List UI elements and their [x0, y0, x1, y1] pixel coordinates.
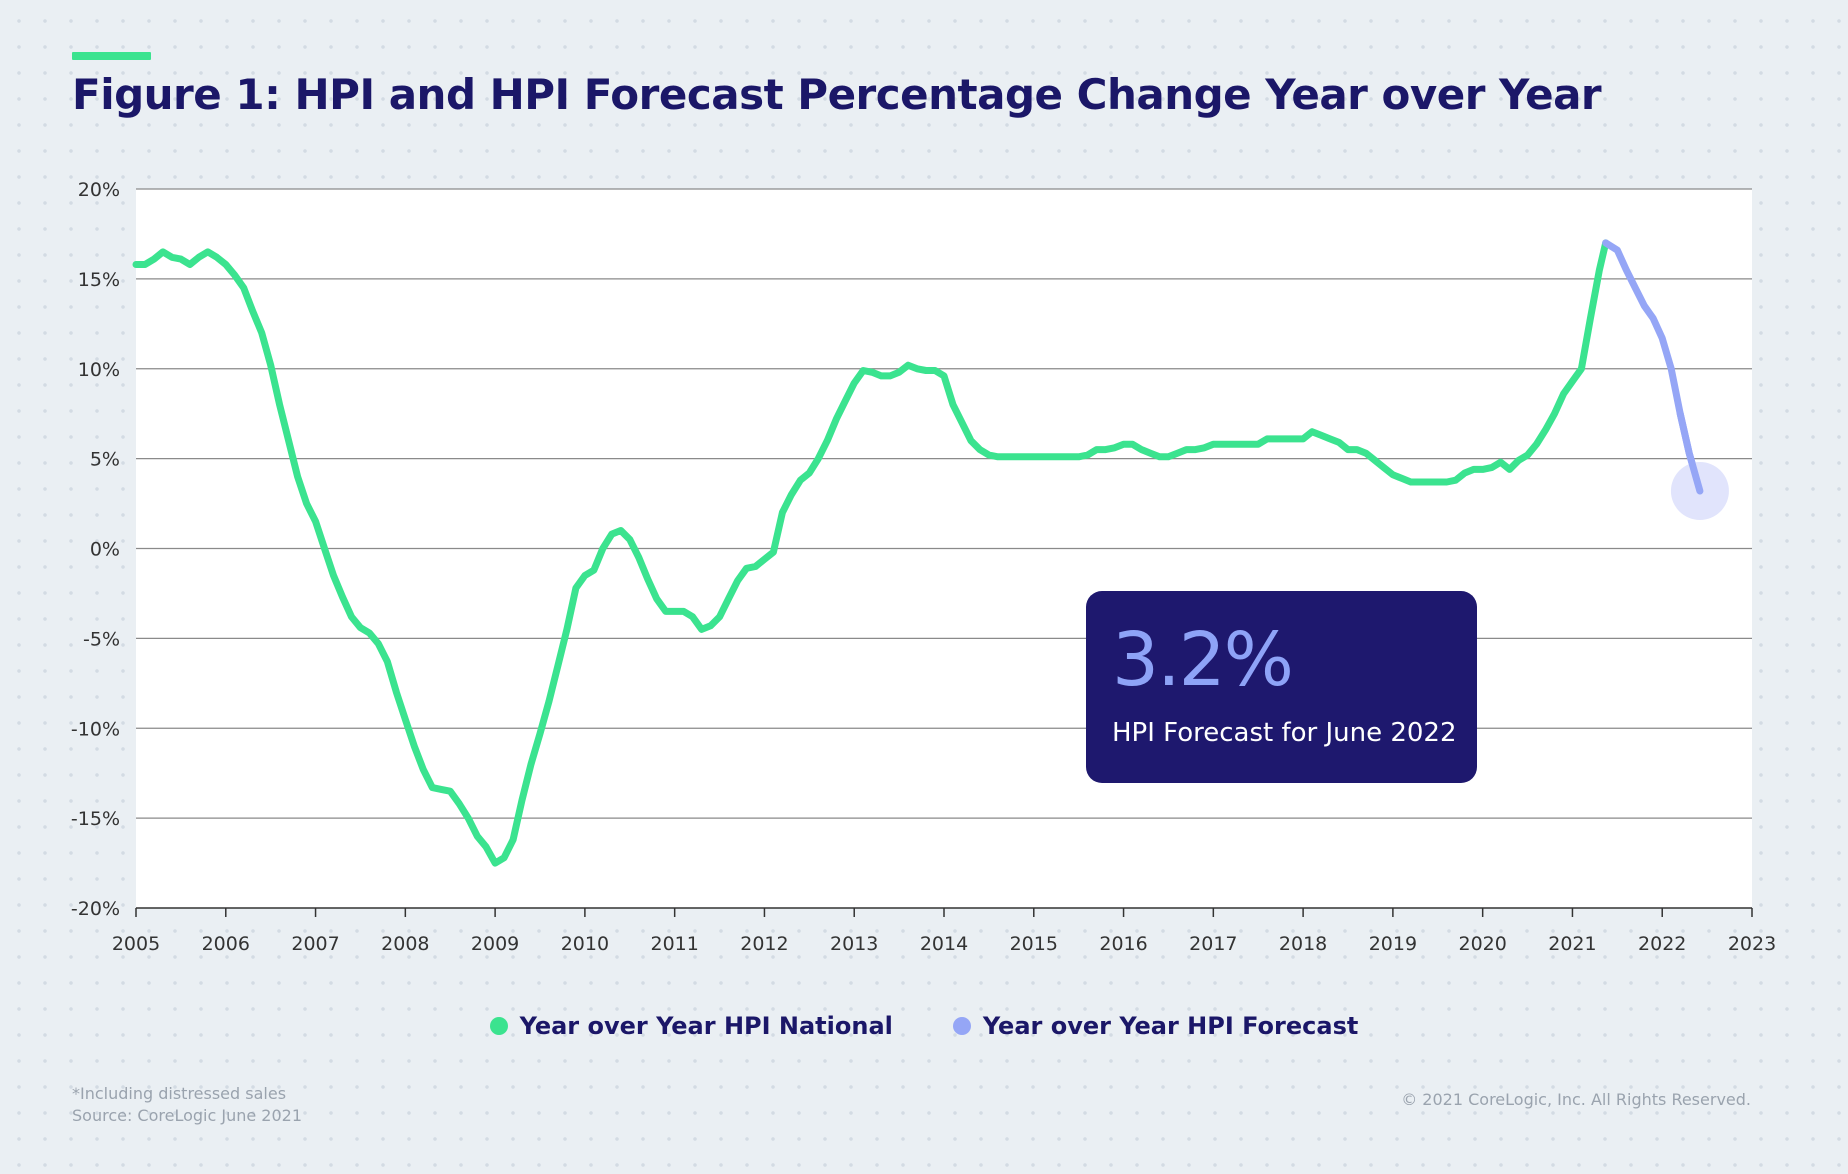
series-line-forecast-tail	[1676, 410, 1704, 495]
x-tick-label: 2014	[920, 933, 968, 955]
series-line-national	[132, 239, 1610, 867]
x-tick-label: 2019	[1369, 933, 1417, 955]
x-tick-label: 2009	[471, 933, 519, 955]
y-tick-label: 10%	[78, 359, 120, 381]
footnote: *Including distressed sales Source: Core…	[72, 1083, 302, 1127]
legend-label: Year over Year HPI National	[519, 1012, 893, 1040]
x-tick-label: 2010	[561, 933, 609, 955]
forecast-callout: 3.2% HPI Forecast for June 2022	[1086, 591, 1477, 783]
x-axis: 2005 2006 2007 2008 2009 2010 2011 2012 2013 2014…	[112, 908, 1776, 955]
x-tick-label: 2022	[1638, 933, 1686, 955]
x-tick-label: 2005	[112, 933, 160, 955]
y-tick-label: -10%	[71, 718, 120, 740]
y-tick-label: 5%	[90, 449, 120, 471]
chart-title: Figure 1: HPI and HPI Forecast Percentag…	[72, 70, 1602, 119]
x-tick-label: 2016	[1099, 933, 1147, 955]
x-tick-label: 2023	[1728, 933, 1776, 955]
legend-item-national: Year over Year HPI National	[489, 1012, 893, 1040]
forecast-end-marker-group	[1670, 410, 1729, 520]
y-tick-label: -20%	[71, 898, 120, 920]
legend-dot-icon	[489, 1017, 508, 1035]
x-tick-label: 2020	[1458, 933, 1506, 955]
y-tick-label: 0%	[90, 539, 120, 561]
y-tick-label: -15%	[71, 808, 120, 830]
copyright-notice: © 2021 CoreLogic, Inc. All Rights Reserv…	[1401, 1090, 1751, 1109]
callout-caption: HPI Forecast for June 2022	[1112, 718, 1457, 748]
title-accent-bar	[72, 52, 151, 60]
x-tick-label: 2015	[1010, 933, 1058, 955]
x-tick-label: 2017	[1189, 933, 1237, 955]
callout-value: 3.2%	[1112, 617, 1294, 703]
x-tick-label: 2008	[381, 933, 429, 955]
x-tick-label: 2011	[650, 933, 698, 955]
y-axis-tick-labels: 20% 15% 10% 5% 0% -5% -10% -15% -20%	[71, 179, 120, 920]
y-tick-label: 20%	[78, 179, 120, 201]
legend-label: Year over Year HPI Forecast	[982, 1012, 1359, 1040]
y-tick-label: 15%	[78, 269, 120, 291]
legend-item-forecast: Year over Year HPI Forecast	[952, 1012, 1359, 1040]
x-tick-label: 2007	[291, 933, 339, 955]
footnote-line: *Including distressed sales	[72, 1084, 287, 1103]
x-tick-label: 2018	[1279, 933, 1327, 955]
legend-dot-icon	[952, 1017, 971, 1035]
x-tick-label: 2012	[740, 933, 788, 955]
legend: Year over Year HPI National Year over Ye…	[0, 1012, 1848, 1040]
y-tick-label: -5%	[83, 628, 120, 650]
x-tick-label: 2021	[1548, 933, 1596, 955]
x-tick-label: 2013	[830, 933, 878, 955]
x-tick-label: 2006	[202, 933, 250, 955]
source-line: Source: CoreLogic June 2021	[72, 1106, 303, 1125]
